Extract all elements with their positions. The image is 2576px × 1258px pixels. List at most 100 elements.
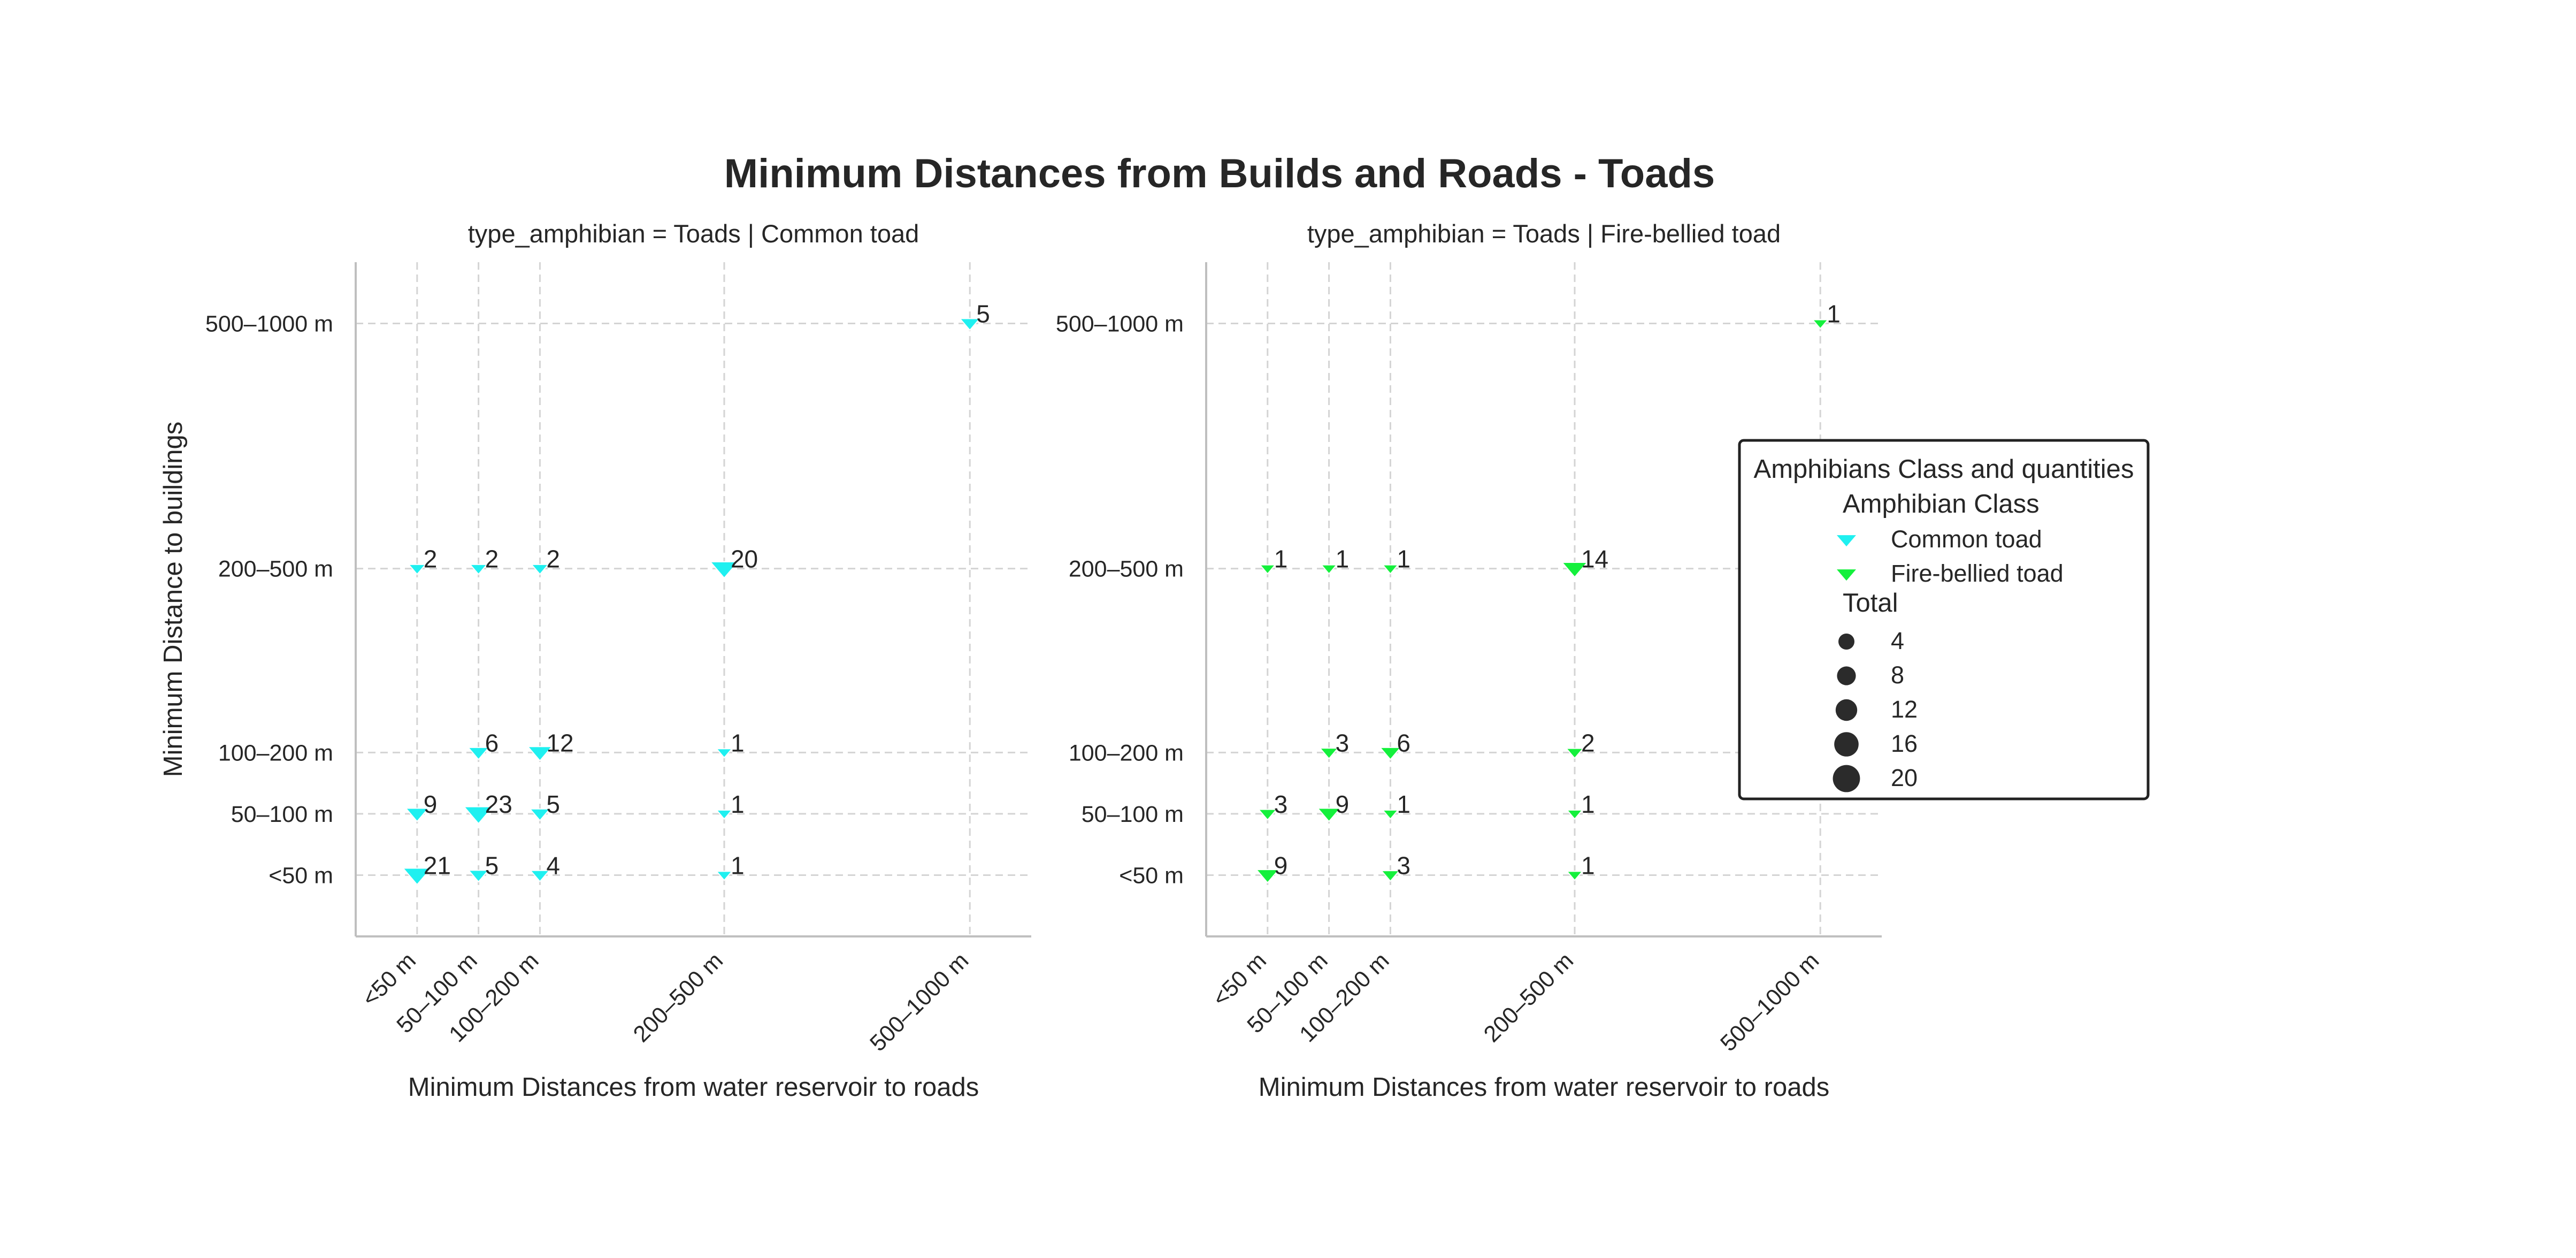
data-point — [402, 867, 433, 886]
legend-hue-title: Amphibian Class — [1843, 490, 2040, 519]
data-label: 1 — [731, 790, 745, 818]
data-label: 5 — [485, 851, 499, 879]
data-label: 12 — [546, 729, 573, 757]
y-tick-label: 200–500 m — [1069, 556, 1184, 582]
data-label: 3 — [1274, 790, 1288, 818]
data-label: 3 — [1336, 729, 1350, 757]
y-tick-label: 200–500 m — [218, 556, 333, 582]
data-point — [1561, 562, 1589, 578]
data-point — [467, 870, 490, 883]
data-point — [1259, 564, 1277, 575]
data-label: 4 — [546, 851, 560, 879]
data-point — [715, 748, 733, 759]
data-label: 1 — [1827, 300, 1841, 328]
panel-title: type_amphibian = Toads | Fire-bellied to… — [1307, 219, 1781, 248]
legend-size-label: 12 — [1891, 696, 1918, 723]
legend-label-fire-bellied-toad: Fire-bellied toad — [1891, 560, 2064, 587]
panel-common-toad: <50 m 50–100 m 100–200 m 200–500 m 500–1000 … — [159, 219, 1031, 1102]
data-point — [529, 870, 551, 882]
data-point — [1566, 809, 1584, 820]
legend-size-marker — [1838, 634, 1854, 650]
legend-size-label: 16 — [1891, 730, 1918, 757]
data-label: 1 — [1397, 790, 1410, 818]
data-point — [1320, 564, 1338, 575]
x-tick-label: 200–500 m — [628, 948, 728, 1047]
data-label: 9 — [424, 790, 438, 818]
data-label: 9 — [1274, 851, 1288, 879]
data-label: 1 — [1336, 545, 1350, 573]
data-label: 14 — [1581, 545, 1608, 573]
data-point — [709, 561, 740, 579]
legend-size-label: 20 — [1891, 764, 1918, 791]
data-point — [1318, 748, 1339, 760]
data-point — [1381, 809, 1399, 820]
data-point — [528, 808, 551, 821]
facet-panels: <50 m 50–100 m 100–200 m 200–500 m 500–1000 … — [159, 219, 1882, 1102]
data-label: 2 — [546, 545, 560, 573]
x-axis-label: Minimum Distances from water reservoir t… — [408, 1073, 979, 1102]
data-point — [467, 746, 490, 760]
y-tick-label: <50 m — [269, 863, 333, 888]
data-point — [407, 563, 427, 575]
data-label: 20 — [731, 545, 758, 573]
data-point — [1257, 809, 1278, 821]
y-tick-label: 500–1000 m — [205, 311, 333, 337]
x-tick-label: 200–500 m — [1479, 948, 1578, 1047]
legend-size-title: Total — [1843, 589, 1898, 617]
data-label: 1 — [1581, 851, 1595, 879]
data-label: 9 — [1336, 790, 1350, 818]
data-point — [715, 871, 733, 881]
data-point — [1316, 807, 1341, 822]
y-tick-label: 100–200 m — [1069, 740, 1184, 766]
panel-title: type_amphibian = Toads | Common toad — [468, 219, 919, 248]
data-label: 2 — [424, 545, 438, 573]
y-tick-label: 50–100 m — [1082, 802, 1184, 827]
data-point — [469, 563, 488, 575]
data-label: 6 — [485, 729, 499, 757]
data-label: 1 — [731, 729, 745, 757]
legend-size-marker — [1835, 699, 1858, 721]
legend-size-marker — [1837, 666, 1856, 685]
data-label: 2 — [1581, 729, 1595, 757]
data-label: 1 — [1274, 545, 1288, 573]
x-axis-label: Minimum Distances from water reservoir t… — [1259, 1073, 1829, 1102]
x-tick-label: 500–1000 m — [865, 948, 973, 1056]
y-tick-label: 500–1000 m — [1056, 311, 1184, 337]
data-label: 5 — [976, 300, 990, 328]
data-point — [463, 806, 494, 825]
y-tick-label: 100–200 m — [218, 740, 333, 766]
data-point — [715, 809, 733, 820]
data-label: 2 — [485, 545, 499, 573]
data-label: 1 — [1397, 545, 1410, 573]
data-point — [404, 807, 430, 822]
figure-title: Minimum Distances from Builds and Roads … — [724, 151, 1715, 196]
data-point — [1381, 564, 1399, 575]
y-axis-label: Minimum Distance to buildings — [159, 422, 188, 777]
data-label: 3 — [1397, 851, 1410, 879]
data-label: 5 — [546, 790, 560, 818]
legend: Amphibians Class and quantities Amphibian… — [1738, 439, 2150, 800]
legend-size-marker — [1834, 732, 1859, 757]
data-point — [1255, 869, 1280, 884]
legend-label-common-toad: Common toad — [1891, 525, 2042, 553]
data-point — [1380, 870, 1401, 882]
data-point — [1566, 871, 1584, 881]
legend-size-label: 4 — [1891, 627, 1904, 654]
data-label: 1 — [731, 851, 745, 879]
data-point — [526, 746, 554, 762]
data-point — [959, 318, 981, 331]
y-tick-label: <50 m — [1119, 863, 1184, 888]
x-tick-label: 500–1000 m — [1715, 948, 1824, 1056]
data-label: 6 — [1397, 729, 1410, 757]
y-tick-label: 50–100 m — [231, 802, 333, 827]
data-label: 1 — [1581, 790, 1595, 818]
data-label: 21 — [424, 851, 451, 879]
legend-title: Amphibians Class and quantities — [1754, 455, 2134, 484]
data-point — [1565, 748, 1584, 759]
legend-size-label: 8 — [1891, 661, 1904, 689]
legend-size-marker — [1833, 765, 1860, 792]
legend-marker-fire-bellied-toad — [1837, 569, 1856, 581]
data-point — [1811, 319, 1829, 330]
data-point — [530, 563, 550, 575]
